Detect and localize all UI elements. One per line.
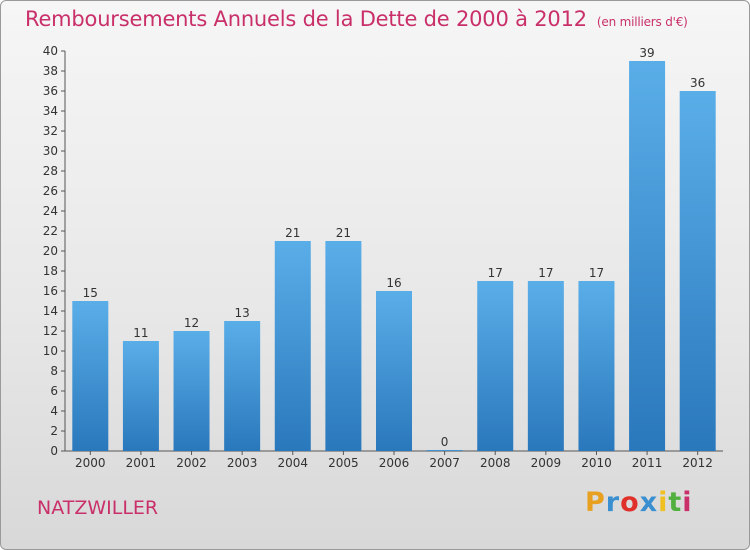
x-tick-label: 2007 [429, 456, 460, 470]
logo-letter: o [620, 487, 640, 518]
y-tick-label: 12 [43, 324, 58, 338]
bar-value-label: 36 [690, 76, 705, 90]
bar [376, 291, 412, 451]
chart-title-text: Remboursements Annuels de la Dette de 20… [25, 7, 587, 31]
bar-value-label: 0 [441, 435, 449, 449]
y-tick-label: 34 [43, 104, 58, 118]
x-axis: 2000 2001 2002 2003 2004 2005 2006 2007 2008 2009… [75, 451, 713, 470]
x-tick-label: 2008 [480, 456, 511, 470]
bar-value-label: 13 [235, 306, 250, 320]
y-tick-label: 38 [43, 64, 58, 78]
bar-value-label: 15 [83, 286, 98, 300]
y-tick-label: 20 [43, 244, 58, 258]
bar [173, 331, 210, 451]
x-tick-label: 2005 [328, 456, 359, 470]
y-tick-label: 4 [50, 404, 58, 418]
bar [527, 281, 564, 451]
bar [274, 241, 311, 451]
x-tick-label: 2009 [531, 456, 562, 470]
y-tick-label: 24 [43, 204, 58, 218]
logo-letter: x [639, 487, 659, 518]
x-tick-label: 2003 [227, 456, 258, 470]
city-name: NATZWILLER [37, 497, 159, 519]
y-tick-label: 8 [50, 364, 58, 378]
bar [72, 301, 109, 451]
chart-title: Remboursements Annuels de la Dette de 20… [25, 7, 688, 31]
y-tick-label: 22 [43, 224, 58, 238]
bar-value-label: 21 [336, 226, 351, 240]
bar [426, 450, 463, 451]
bar-value-label: 12 [184, 316, 199, 330]
logo-letter: t [668, 487, 683, 518]
y-tick-label: 6 [50, 384, 58, 398]
logo-letter: r [605, 487, 621, 518]
chart-unit: (en milliers d'€) [596, 15, 688, 29]
bar-value-label: 21 [285, 226, 300, 240]
y-tick-label: 18 [43, 264, 58, 278]
bar-value-label: 17 [538, 266, 553, 280]
bar [679, 91, 716, 451]
logo-letter: i [682, 487, 693, 518]
y-tick-label: 0 [50, 444, 58, 458]
bar-value-label: 16 [386, 276, 401, 290]
x-tick-label: 2002 [176, 456, 207, 470]
bar [629, 61, 666, 451]
y-tick-label: 36 [43, 84, 58, 98]
bar [578, 281, 615, 451]
y-tick-label: 10 [43, 344, 58, 358]
bar [477, 281, 514, 451]
x-tick-label: 2012 [682, 456, 713, 470]
y-tick-label: 28 [43, 164, 58, 178]
bars: 15 11 12 13 21 21 16 0 17 17 17 39 36 [72, 46, 716, 451]
y-tick-label: 40 [43, 44, 58, 58]
logo-letter: i [658, 487, 669, 518]
bar-value-label: 11 [133, 326, 148, 340]
y-tick-label: 2 [50, 424, 58, 438]
bar [325, 241, 362, 451]
bar-value-label: 17 [488, 266, 503, 280]
bar [224, 321, 261, 451]
bar-value-label: 17 [589, 266, 604, 280]
x-tick-label: 2004 [277, 456, 308, 470]
y-tick-label: 30 [43, 144, 58, 158]
x-tick-label: 2010 [581, 456, 612, 470]
proxiti-logo[interactable]: Proxiti [585, 487, 693, 518]
x-tick-label: 2011 [632, 456, 663, 470]
x-tick-label: 2000 [75, 456, 106, 470]
bar-value-label: 39 [639, 46, 654, 60]
logo-letter: P [585, 487, 606, 518]
y-tick-label: 14 [43, 304, 58, 318]
y-tick-label: 26 [43, 184, 58, 198]
x-tick-label: 2006 [379, 456, 410, 470]
y-tick-label: 32 [43, 124, 58, 138]
y-tick-label: 16 [43, 284, 58, 298]
bar [122, 341, 159, 451]
x-tick-label: 2001 [126, 456, 157, 470]
